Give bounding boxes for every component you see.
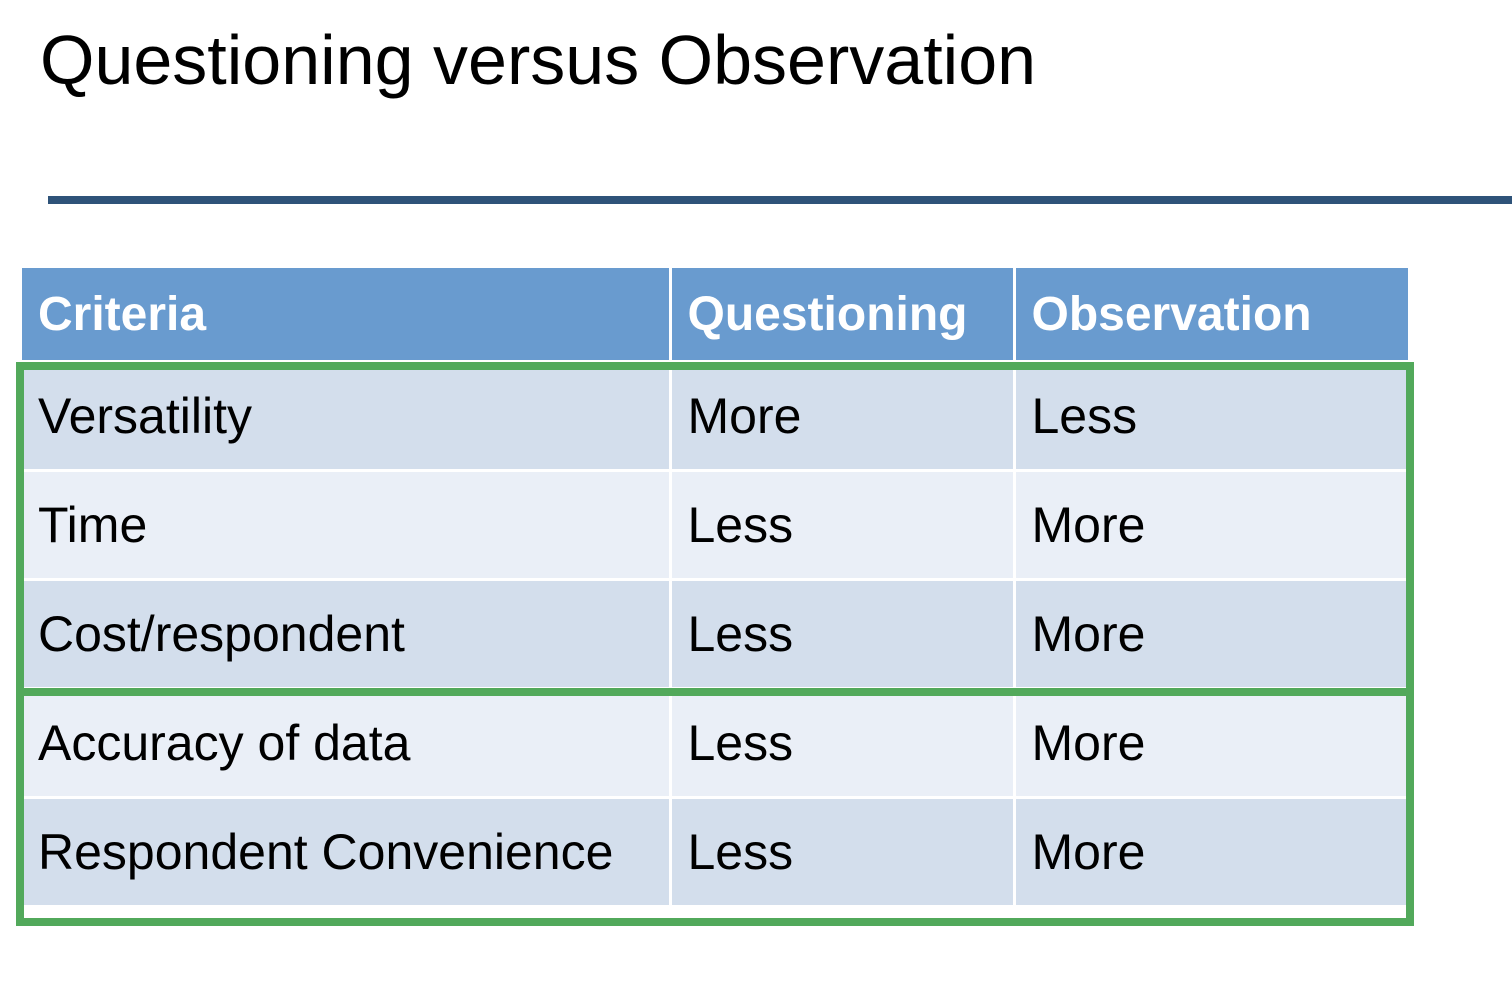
questioning-cell: Less	[670, 688, 1016, 799]
table-row: Accuracy of data Less More	[22, 688, 1408, 799]
table-row: Cost/respondent Less More	[22, 579, 1408, 690]
header-observation: Observation	[1014, 268, 1408, 363]
questioning-cell: More	[670, 361, 1016, 472]
table-row: Respondent Convenience Less More	[22, 797, 1408, 908]
questioning-cell: Less	[670, 470, 1016, 581]
table-header: Criteria Questioning Observation	[22, 268, 1408, 363]
criteria-cell: Accuracy of data	[22, 688, 672, 799]
criteria-cell: Cost/respondent	[22, 579, 672, 690]
criteria-cell: Versatility	[22, 361, 672, 472]
observation-cell: More	[1014, 797, 1408, 908]
observation-cell: Less	[1014, 361, 1408, 472]
slide-title: Questioning versus Observation	[40, 21, 1037, 99]
questioning-cell: Less	[670, 579, 1016, 690]
table-row: Time Less More	[22, 470, 1408, 581]
criteria-cell: Time	[22, 470, 672, 581]
observation-cell: More	[1014, 579, 1408, 690]
criteria-cell: Respondent Convenience	[22, 797, 672, 908]
observation-cell: More	[1014, 688, 1408, 799]
table-body: Versatility More Less Time Less More Cos…	[22, 361, 1408, 908]
observation-cell: More	[1014, 470, 1408, 581]
comparison-table: Criteria Questioning Observation Versati…	[22, 268, 1408, 908]
questioning-cell: Less	[670, 797, 1016, 908]
header-row: Criteria Questioning Observation	[22, 268, 1408, 363]
header-criteria: Criteria	[22, 268, 672, 363]
title-divider	[48, 196, 1512, 204]
table-row: Versatility More Less	[22, 361, 1408, 472]
header-questioning: Questioning	[670, 268, 1016, 363]
